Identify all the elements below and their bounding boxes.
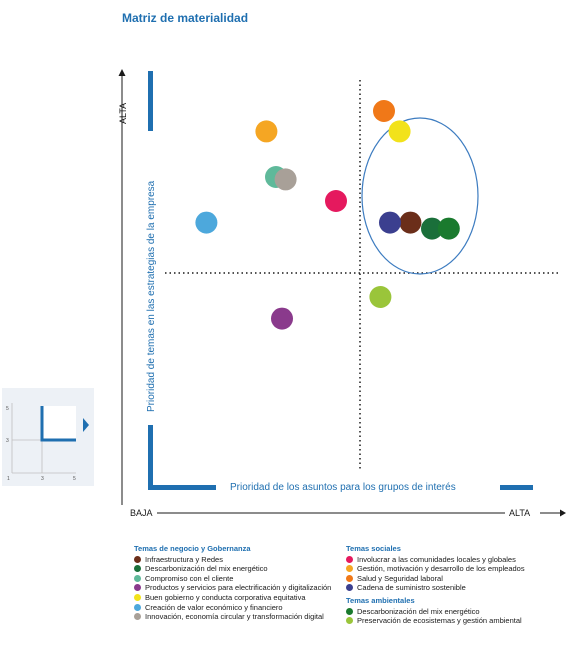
- legend-item: Creación de valor económico y financiero: [134, 603, 339, 613]
- arrow-right-icon: [83, 418, 89, 432]
- materiality-matrix-chart: ALTA BAJA ALTA Prioridad de temas en las…: [118, 69, 566, 518]
- legend-right: Temas sociales Involucrar a las comunida…: [346, 544, 561, 626]
- data-point-12: [437, 217, 460, 240]
- mini-tick-x1: 1: [7, 476, 10, 482]
- mini-tick-x3: 3: [41, 476, 44, 482]
- data-point-6: [195, 211, 218, 234]
- x-axis-arrowhead: [560, 509, 566, 517]
- legend-item: Descarbonización del mix energético: [346, 607, 561, 617]
- data-point-1: [399, 211, 422, 234]
- legend-label: Descarbonización del mix energético: [357, 606, 480, 616]
- highlight-ellipse: [361, 117, 479, 275]
- data-points: [195, 100, 460, 330]
- legend-color-dot: [346, 574, 353, 582]
- legend-item: Compromiso con el cliente: [134, 574, 339, 584]
- x-axis-low-label: BAJA: [130, 508, 153, 518]
- data-point-5: [388, 120, 411, 143]
- legend-left: Temas de negocio y Gobernanza Infraestru…: [134, 544, 339, 622]
- legend-color-dot: [134, 613, 141, 621]
- legend-item: Buen gobierno y conducta corporativa equ…: [134, 593, 339, 603]
- y-axis-high-label: ALTA: [118, 103, 128, 124]
- data-point-13: [369, 286, 392, 308]
- legend-color-dot: [346, 617, 353, 625]
- x-axis-high-label: ALTA: [509, 508, 530, 518]
- legend-color-dot: [134, 584, 141, 592]
- legend-item: Infraestructura y Redes: [134, 555, 339, 565]
- legend-label: Gestión, motivación y desarrollo de los …: [357, 564, 525, 574]
- legend-heading-social: Temas sociales: [346, 544, 401, 553]
- legend-label: Compromiso con el cliente: [145, 573, 234, 583]
- legend-item: Cadena de suministro sostenible: [346, 583, 561, 593]
- legend-color-dot: [134, 574, 141, 582]
- legend-label: Salud y Seguridad laboral: [357, 573, 443, 583]
- data-point-11: [379, 211, 401, 234]
- data-point-10: [373, 100, 395, 122]
- chart-frame: [148, 71, 533, 490]
- legend-label: Infraestructura y Redes: [145, 554, 223, 564]
- legend-item: Salud y Seguridad laboral: [346, 574, 561, 584]
- legend-item: Innovación, economía circular y transfor…: [134, 612, 339, 622]
- legend-item: Productos y servicios para electrificaci…: [134, 583, 339, 593]
- legend-color-dot: [134, 593, 141, 601]
- data-point-7: [274, 168, 297, 191]
- legend-color-dot: [346, 555, 353, 563]
- mini-matrix-thumbnail: 5 3 1 3 5: [2, 388, 94, 486]
- legend-label: Involucrar a las comunidades locales y g…: [357, 554, 516, 564]
- legend-item: Gestión, motivación y desarrollo de los …: [346, 564, 561, 574]
- legend-label: Descarbonización del mix energético: [145, 564, 268, 574]
- legend-color-dot: [346, 607, 353, 615]
- legend-color-dot: [134, 603, 141, 611]
- data-point-4: [271, 307, 293, 330]
- y-axis-arrowhead: [118, 69, 126, 76]
- page-title: Matriz de materialidad: [122, 11, 249, 25]
- y-axis-title: Prioridad de temas en las estrategias de…: [146, 180, 157, 412]
- legend-label: Innovación, economía circular y transfor…: [145, 612, 324, 622]
- mini-tick-y5: 5: [6, 406, 9, 412]
- legend-heading-environmental: Temas ambientales: [346, 595, 415, 605]
- data-point-9: [255, 120, 278, 143]
- legend-label: Preservación de ecosistemas y gestión am…: [357, 616, 522, 626]
- legend-item: Descarbonización del mix energético: [134, 564, 339, 574]
- legend-label: Buen gobierno y conducta corporativa equ…: [145, 592, 306, 602]
- legend-item: Involucrar a las comunidades locales y g…: [346, 555, 561, 565]
- data-point-2: [421, 217, 443, 240]
- mini-tick-y3: 3: [6, 438, 9, 444]
- legend-color-dot: [346, 584, 353, 592]
- mini-tick-x5: 5: [73, 476, 76, 482]
- legend-label: Productos y servicios para electrificaci…: [145, 583, 332, 593]
- legend-color-dot: [134, 565, 141, 573]
- x-axis-title: Prioridad de los asuntos para los grupos…: [230, 482, 456, 493]
- legend-label: Cadena de suministro sostenible: [357, 583, 466, 593]
- legend-color-dot: [134, 555, 141, 563]
- data-point-8: [325, 190, 347, 212]
- legend-label: Creación de valor económico y financiero: [145, 602, 283, 612]
- legend-item: Preservación de ecosistemas y gestión am…: [346, 616, 561, 626]
- legend-color-dot: [346, 565, 353, 573]
- legend-heading-business: Temas de negocio y Gobernanza: [134, 544, 251, 553]
